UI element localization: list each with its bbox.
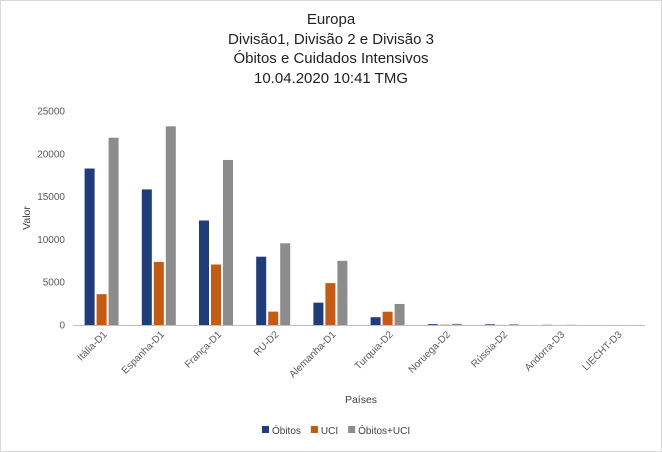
bar: [382, 311, 393, 325]
bar: [509, 324, 519, 325]
x-tick-label: França-D1: [183, 329, 224, 370]
x-tick-label: Alemanha-D1: [287, 329, 338, 380]
bar: [256, 256, 267, 325]
x-tick-label: Turquia-D2: [353, 329, 396, 372]
bar: [313, 302, 324, 325]
bar: [223, 159, 233, 325]
chart-title: Europa Divisão1, Divisão 2 e Divisão 3 Ó…: [0, 10, 662, 88]
x-tick-label: Espanha-D1: [120, 329, 167, 376]
bar: [153, 261, 164, 325]
bar: [451, 323, 462, 325]
bar: [325, 283, 336, 325]
bar: [337, 260, 348, 325]
bar: [394, 303, 405, 325]
bar: [427, 324, 438, 325]
title-line-1: Europa: [306, 11, 356, 28]
y-tick-label: 5000: [43, 278, 66, 289]
x-axis-ticks: Itália-D1 Espanha-D1 França-D1 RU-D2 Alemanh…: [76, 329, 625, 380]
title-line-4: 10.04.2020 10:41 TMG: [254, 69, 408, 87]
y-tick-label: 25000: [37, 107, 65, 118]
x-tick-label: RU-D2: [252, 329, 282, 359]
y-axis-title: Valor: [21, 206, 33, 230]
y-tick-label: 15000: [37, 192, 65, 203]
legend-label: Óbitos+UCI: [358, 424, 410, 437]
title-line-3: Óbitos e Cuidados Intensivos: [233, 50, 429, 67]
bar: [280, 243, 291, 325]
title-line-2: Divisão1, Divisão 2 e Divisão 3: [228, 30, 434, 48]
y-tick-label: 10000: [37, 235, 65, 246]
legend-label: UCI: [321, 426, 338, 437]
bar: [96, 294, 107, 325]
legend-label: Óbitos: [272, 424, 301, 437]
bar: [211, 264, 221, 325]
legend-swatch: [348, 426, 356, 433]
bar: [141, 189, 152, 325]
x-tick-label: Rússia-D2: [469, 329, 510, 370]
legend-swatch: [310, 426, 318, 433]
y-tick-label: 0: [59, 321, 65, 332]
bar: [370, 317, 381, 325]
bars: [84, 126, 634, 325]
legend: Óbitos UCI Óbitos+UCI: [262, 424, 410, 437]
bar: [108, 137, 119, 325]
x-tick-label: Itália-D1: [76, 329, 110, 363]
y-axis-ticks: 0 5000 10000 15000 20000 25000: [37, 107, 65, 332]
x-tick-label: Noruega-D2: [407, 329, 454, 376]
y-tick-label: 20000: [37, 149, 65, 160]
bar: [165, 126, 176, 325]
bar: [84, 168, 95, 325]
x-tick-label: Andorra-D3: [523, 329, 568, 374]
x-axis-title: Países: [345, 394, 377, 406]
x-tick-label: LIECHT-D3: [581, 329, 625, 373]
bar: [485, 324, 495, 325]
bar: [268, 311, 279, 325]
legend-swatch: [262, 426, 269, 433]
bar: [199, 220, 209, 325]
